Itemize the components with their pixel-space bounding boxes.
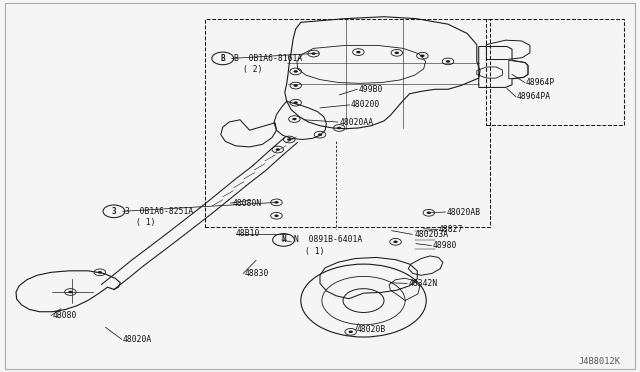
Text: 48020AA: 48020AA bbox=[339, 118, 373, 126]
Circle shape bbox=[294, 102, 298, 104]
Text: N  0891B-6401A: N 0891B-6401A bbox=[294, 235, 363, 244]
Text: 4B080: 4B080 bbox=[52, 311, 77, 320]
Bar bbox=[205, 19, 490, 227]
Bar bbox=[486, 19, 624, 125]
Circle shape bbox=[337, 127, 341, 129]
Text: B: B bbox=[220, 54, 225, 63]
Circle shape bbox=[446, 60, 450, 62]
Circle shape bbox=[68, 291, 72, 293]
Circle shape bbox=[292, 118, 296, 120]
Text: ( 1): ( 1) bbox=[305, 247, 324, 256]
Text: 48827: 48827 bbox=[439, 225, 463, 234]
Text: 48020B: 48020B bbox=[357, 326, 387, 334]
Circle shape bbox=[294, 84, 298, 87]
Circle shape bbox=[394, 241, 397, 243]
Text: 48964PA: 48964PA bbox=[517, 92, 551, 101]
Circle shape bbox=[276, 148, 280, 151]
Circle shape bbox=[98, 271, 102, 273]
Text: 3  0B1A6-8251A: 3 0B1A6-8251A bbox=[125, 207, 193, 216]
Text: 48020AB: 48020AB bbox=[447, 208, 481, 217]
Circle shape bbox=[427, 212, 431, 214]
Circle shape bbox=[318, 134, 322, 136]
Text: 48342N: 48342N bbox=[408, 279, 438, 288]
Text: ( 2): ( 2) bbox=[243, 65, 262, 74]
Text: 3: 3 bbox=[111, 207, 116, 216]
Text: B  0B1A6-8161A: B 0B1A6-8161A bbox=[234, 54, 302, 63]
Text: 48964P: 48964P bbox=[526, 78, 556, 87]
Circle shape bbox=[294, 70, 298, 73]
Circle shape bbox=[349, 331, 353, 333]
Text: 48B10: 48B10 bbox=[236, 229, 260, 238]
Circle shape bbox=[420, 55, 424, 57]
Text: 48020A: 48020A bbox=[123, 335, 152, 344]
Text: N: N bbox=[281, 235, 286, 244]
Circle shape bbox=[312, 52, 316, 55]
Text: 48830: 48830 bbox=[244, 269, 269, 278]
Text: 48980: 48980 bbox=[433, 241, 457, 250]
Text: J4B8012K: J4B8012K bbox=[579, 357, 621, 366]
Text: ( 1): ( 1) bbox=[136, 218, 155, 227]
Text: 499B0: 499B0 bbox=[358, 85, 383, 94]
Circle shape bbox=[287, 138, 291, 141]
Text: 480200: 480200 bbox=[351, 100, 380, 109]
Circle shape bbox=[275, 201, 278, 203]
Text: 480203A: 480203A bbox=[415, 230, 449, 239]
Circle shape bbox=[275, 215, 278, 217]
Circle shape bbox=[356, 51, 360, 53]
Text: 48080N: 48080N bbox=[232, 199, 262, 208]
Circle shape bbox=[395, 52, 399, 54]
